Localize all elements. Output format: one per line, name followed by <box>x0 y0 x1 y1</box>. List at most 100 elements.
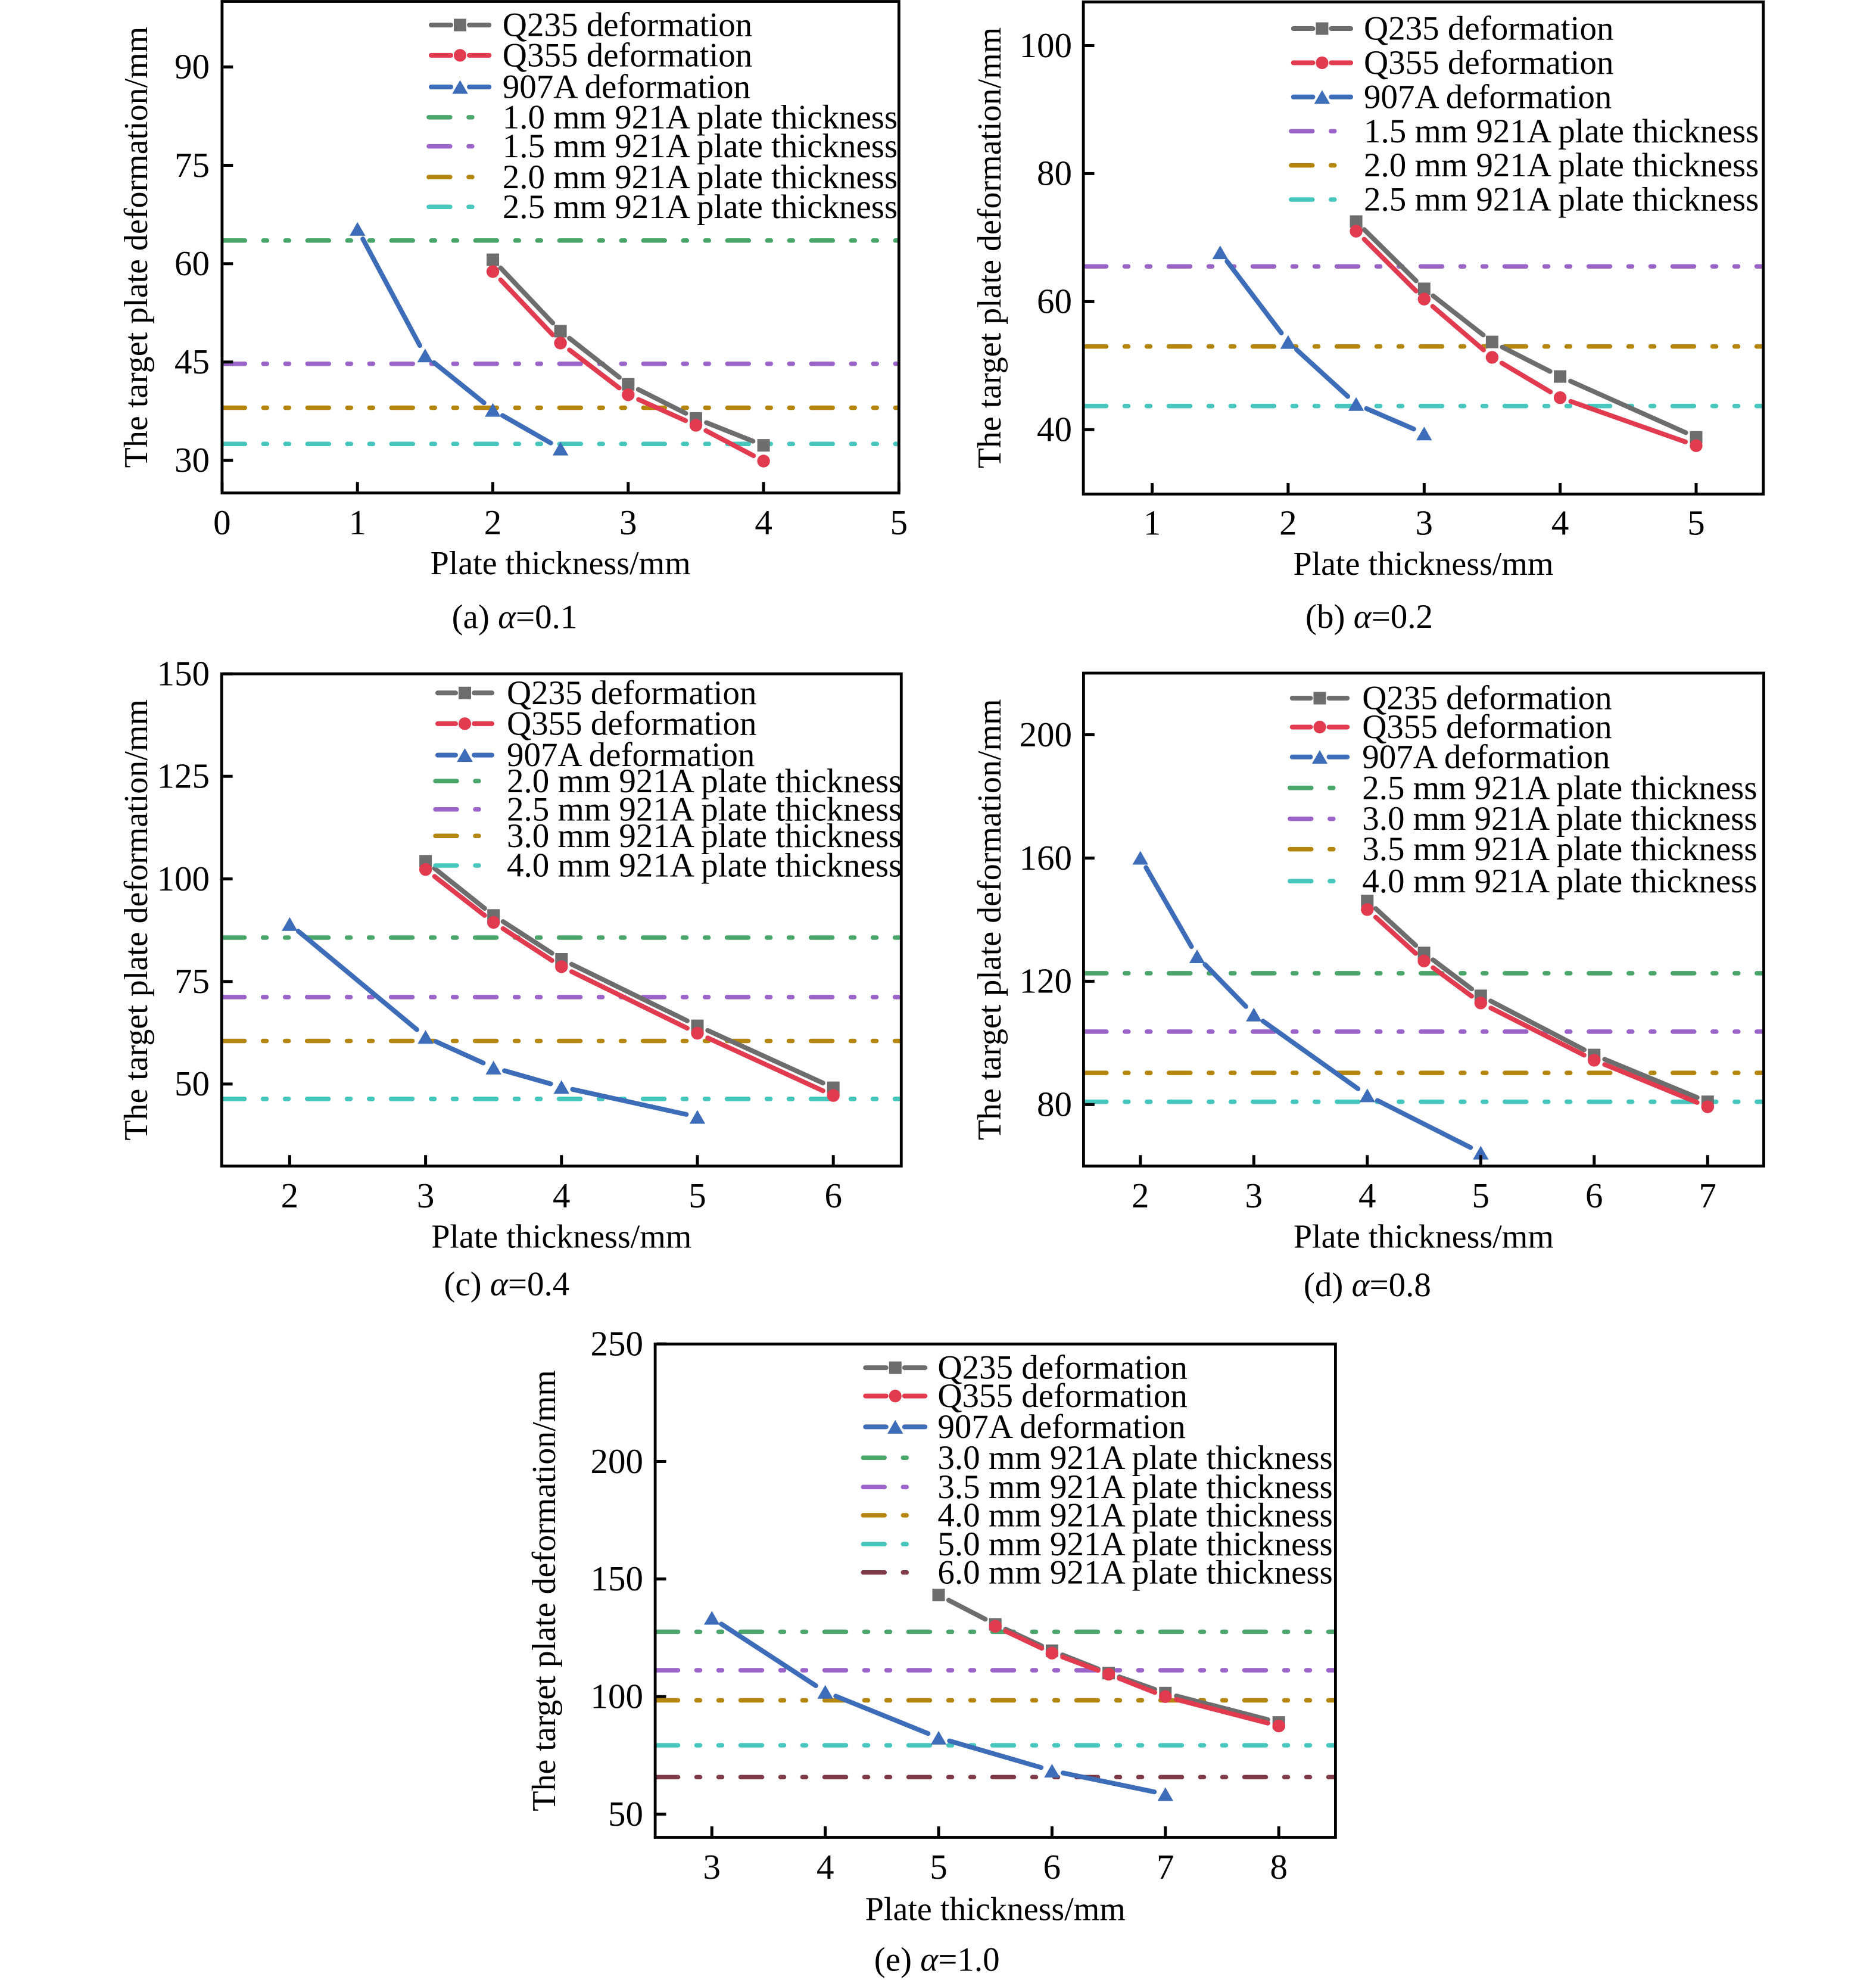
svg-text:Q355 deformation: Q355 deformation <box>937 1377 1187 1415</box>
svg-text:5: 5 <box>1472 1176 1490 1215</box>
svg-text:80: 80 <box>1037 154 1072 193</box>
svg-text:50: 50 <box>174 1064 210 1103</box>
svg-text:Plate thickness/mm: Plate thickness/mm <box>431 545 691 582</box>
svg-text:Q235 deformation: Q235 deformation <box>503 7 752 44</box>
svg-text:Q235 deformation: Q235 deformation <box>937 1349 1187 1387</box>
svg-text:80: 80 <box>1037 1085 1072 1124</box>
svg-text:75: 75 <box>174 145 210 185</box>
svg-text:4.0 mm 921A plate thickness: 4.0 mm 921A plate thickness <box>507 847 902 885</box>
svg-text:150: 150 <box>591 1559 644 1598</box>
svg-text:907A deformation: 907A deformation <box>507 736 755 774</box>
svg-text:907A deformation: 907A deformation <box>1362 738 1610 776</box>
svg-text:(e) α=1.0: (e) α=1.0 <box>874 1941 1000 1979</box>
svg-text:7: 7 <box>1699 1176 1717 1215</box>
svg-text:6: 6 <box>824 1176 842 1215</box>
svg-text:1: 1 <box>348 503 366 542</box>
svg-text:1.5 mm 921A plate thickness: 1.5 mm 921A plate thickness <box>503 127 898 165</box>
svg-text:Plate thickness/mm: Plate thickness/mm <box>431 1219 691 1256</box>
svg-text:100: 100 <box>157 859 210 898</box>
svg-text:4: 4 <box>1551 503 1569 542</box>
svg-text:90: 90 <box>174 47 210 86</box>
svg-text:3.0 mm 921A plate thickness: 3.0 mm 921A plate thickness <box>1362 800 1757 838</box>
svg-text:(d) α=0.8: (d) α=0.8 <box>1304 1266 1431 1304</box>
svg-text:160: 160 <box>1020 838 1073 877</box>
svg-text:3: 3 <box>1245 1176 1263 1215</box>
svg-text:(c) α=0.4: (c) α=0.4 <box>444 1266 569 1303</box>
svg-text:2: 2 <box>1132 1176 1149 1215</box>
svg-text:1: 1 <box>1143 503 1161 542</box>
svg-text:6.0 mm 921A plate thickness: 6.0 mm 921A plate thickness <box>937 1554 1332 1591</box>
svg-text:Plate thickness/mm: Plate thickness/mm <box>1293 546 1553 583</box>
svg-text:2.0 mm 921A plate thickness: 2.0 mm 921A plate thickness <box>503 158 898 196</box>
svg-text:2.5 mm 921A plate thickness: 2.5 mm 921A plate thickness <box>503 188 898 226</box>
svg-text:2.0 mm 921A plate thickness: 2.0 mm 921A plate thickness <box>507 762 902 800</box>
svg-text:60: 60 <box>174 244 210 283</box>
svg-text:2: 2 <box>1279 503 1297 542</box>
svg-text:5: 5 <box>930 1847 948 1886</box>
svg-text:120: 120 <box>1020 961 1073 1001</box>
svg-text:3.0 mm 921A plate thickness: 3.0 mm 921A plate thickness <box>507 817 902 855</box>
svg-text:3: 3 <box>1416 503 1434 542</box>
svg-text:125: 125 <box>157 756 210 796</box>
svg-text:7: 7 <box>1157 1847 1174 1886</box>
svg-text:2: 2 <box>281 1176 299 1215</box>
svg-text:2.5 mm 921A plate thickness: 2.5 mm 921A plate thickness <box>507 790 902 828</box>
svg-text:250: 250 <box>591 1324 644 1363</box>
svg-text:Q355 deformation: Q355 deformation <box>503 37 752 74</box>
svg-text:3: 3 <box>417 1176 435 1215</box>
svg-text:100: 100 <box>1020 26 1073 65</box>
svg-text:907A deformation: 907A deformation <box>1364 78 1612 116</box>
svg-text:4.0 mm 921A plate thickness: 4.0 mm 921A plate thickness <box>937 1497 1332 1534</box>
svg-text:45: 45 <box>174 342 210 381</box>
svg-text:8: 8 <box>1270 1847 1288 1886</box>
svg-text:40: 40 <box>1037 410 1072 449</box>
svg-text:Plate thickness/mm: Plate thickness/mm <box>865 1891 1126 1928</box>
svg-text:50: 50 <box>608 1794 643 1833</box>
svg-text:100: 100 <box>591 1677 644 1716</box>
svg-text:3: 3 <box>703 1847 721 1886</box>
svg-text:Q355 deformation: Q355 deformation <box>507 705 756 743</box>
svg-text:Q355 deformation: Q355 deformation <box>1362 708 1612 746</box>
svg-text:4: 4 <box>553 1176 571 1215</box>
svg-text:4.0 mm 921A plate thickness: 4.0 mm 921A plate thickness <box>1362 863 1757 900</box>
svg-text:The target plate deformation/m: The target plate deformation/mm <box>971 699 1008 1140</box>
svg-text:1.0 mm 921A plate thickness: 1.0 mm 921A plate thickness <box>503 99 898 136</box>
svg-text:The target plate deformation/m: The target plate deformation/mm <box>526 1370 563 1811</box>
svg-text:2: 2 <box>484 503 502 542</box>
svg-text:2.5 mm 921A plate thickness: 2.5 mm 921A plate thickness <box>1362 769 1757 807</box>
svg-text:6: 6 <box>1043 1847 1061 1886</box>
svg-text:5: 5 <box>688 1176 706 1215</box>
svg-text:Q235 deformation: Q235 deformation <box>1362 680 1612 717</box>
svg-text:The target plate deformation/m: The target plate deformation/mm <box>118 699 155 1141</box>
svg-text:3.5 mm 921A plate thickness: 3.5 mm 921A plate thickness <box>1362 830 1757 868</box>
svg-text:3.0 mm 921A plate thickness: 3.0 mm 921A plate thickness <box>937 1439 1332 1477</box>
svg-text:907A deformation: 907A deformation <box>937 1408 1185 1446</box>
svg-text:(b) α=0.2: (b) α=0.2 <box>1305 598 1433 636</box>
svg-text:200: 200 <box>1020 715 1073 754</box>
svg-text:The target plate deformation/m: The target plate deformation/mm <box>971 27 1008 469</box>
svg-text:4: 4 <box>755 503 772 542</box>
svg-text:3.5 mm 921A plate thickness: 3.5 mm 921A plate thickness <box>937 1468 1332 1506</box>
svg-text:200: 200 <box>591 1442 644 1481</box>
svg-text:5: 5 <box>1687 503 1705 542</box>
svg-text:30: 30 <box>174 440 210 480</box>
svg-text:2.0 mm 921A plate thickness: 2.0 mm 921A plate thickness <box>1364 147 1759 184</box>
svg-text:5: 5 <box>890 503 908 542</box>
svg-text:4: 4 <box>1358 1176 1376 1215</box>
svg-text:0: 0 <box>213 503 231 542</box>
svg-text:60: 60 <box>1037 282 1072 321</box>
svg-text:Q235 deformation: Q235 deformation <box>507 674 756 712</box>
svg-text:Q355 deformation: Q355 deformation <box>1364 44 1613 82</box>
svg-text:907A deformation: 907A deformation <box>503 69 750 106</box>
svg-text:2.5 mm 921A plate thickness: 2.5 mm 921A plate thickness <box>1364 181 1759 219</box>
svg-text:75: 75 <box>174 961 210 1001</box>
svg-text:3: 3 <box>619 503 637 542</box>
svg-text:1.5 mm 921A plate thickness: 1.5 mm 921A plate thickness <box>1364 113 1759 150</box>
svg-text:The target plate deformation/m: The target plate deformation/mm <box>118 27 155 468</box>
svg-text:Q235 deformation: Q235 deformation <box>1364 10 1613 48</box>
svg-text:4: 4 <box>817 1847 834 1886</box>
svg-text:150: 150 <box>157 654 210 693</box>
svg-text:(a) α=0.1: (a) α=0.1 <box>452 598 578 636</box>
svg-text:Plate thickness/mm: Plate thickness/mm <box>1294 1219 1554 1256</box>
svg-text:6: 6 <box>1585 1176 1603 1215</box>
